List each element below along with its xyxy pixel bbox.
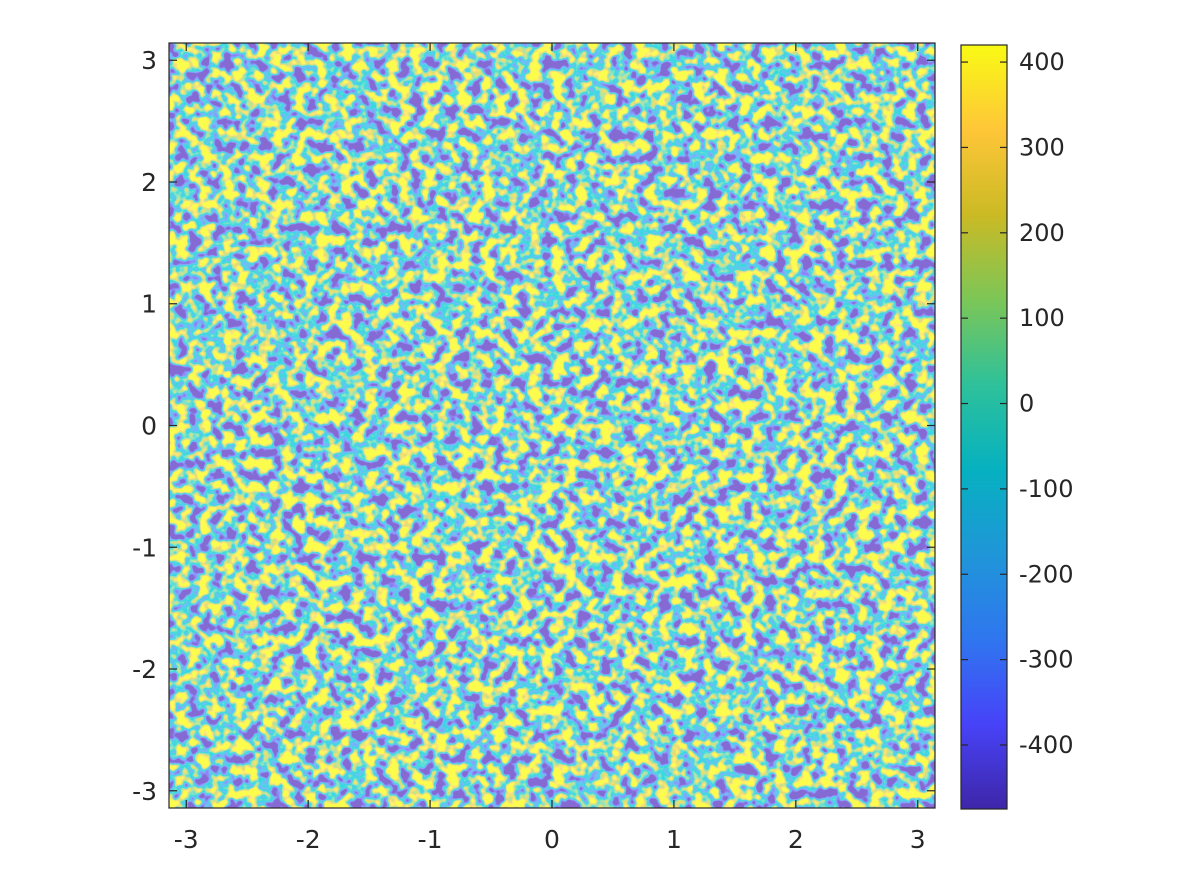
- x-tick-label: 0: [544, 825, 560, 854]
- colorbar-tick-label: 200: [1019, 219, 1065, 247]
- colorbar-tick-label: -100: [1019, 475, 1073, 503]
- x-tick-label: -1: [418, 825, 443, 854]
- colorbar-tick-label: 100: [1019, 304, 1065, 332]
- x-tick-label: -3: [174, 825, 199, 854]
- y-tick-label: 0: [141, 412, 157, 441]
- heatmap-field: [169, 43, 935, 808]
- x-tick-label: -2: [296, 825, 321, 854]
- x-tick-label: 1: [666, 825, 682, 854]
- colorbar-tick-label: 400: [1019, 48, 1065, 76]
- y-tick-label: -2: [132, 655, 157, 684]
- colorbar-tick-label: 300: [1019, 133, 1065, 161]
- y-tick-label: 3: [141, 46, 157, 75]
- x-tick-label: 2: [788, 825, 804, 854]
- colorbar: 400 300 200 100 0 -100 -200 -300 -400: [960, 44, 1073, 810]
- y-tick-label: 2: [141, 168, 157, 197]
- colorbar-frame: [960, 44, 1008, 810]
- plot-area: -3 -2 -1 0 1 2 3 3 2 1 0 -1 -2 -3: [132, 42, 936, 854]
- colorbar-tick-label: -200: [1019, 560, 1073, 588]
- x-tick-label: 3: [910, 825, 926, 854]
- y-axis-ticks: 3 2 1 0 -1 -2 -3: [132, 46, 935, 806]
- colorbar-tick-label: 0: [1019, 390, 1034, 418]
- colorbar-ticks: 400 300 200 100 0 -100 -200 -300 -400: [961, 48, 1073, 759]
- colorbar-strip: [961, 45, 1007, 809]
- y-tick-label: 1: [141, 290, 157, 319]
- colorbar-tick-label: -400: [1019, 731, 1073, 759]
- colorbar-tick-label: -300: [1019, 646, 1073, 674]
- x-axis-ticks: -3 -2 -1 0 1 2 3: [174, 43, 926, 854]
- y-tick-label: -1: [132, 533, 157, 562]
- y-tick-label: -3: [132, 777, 157, 806]
